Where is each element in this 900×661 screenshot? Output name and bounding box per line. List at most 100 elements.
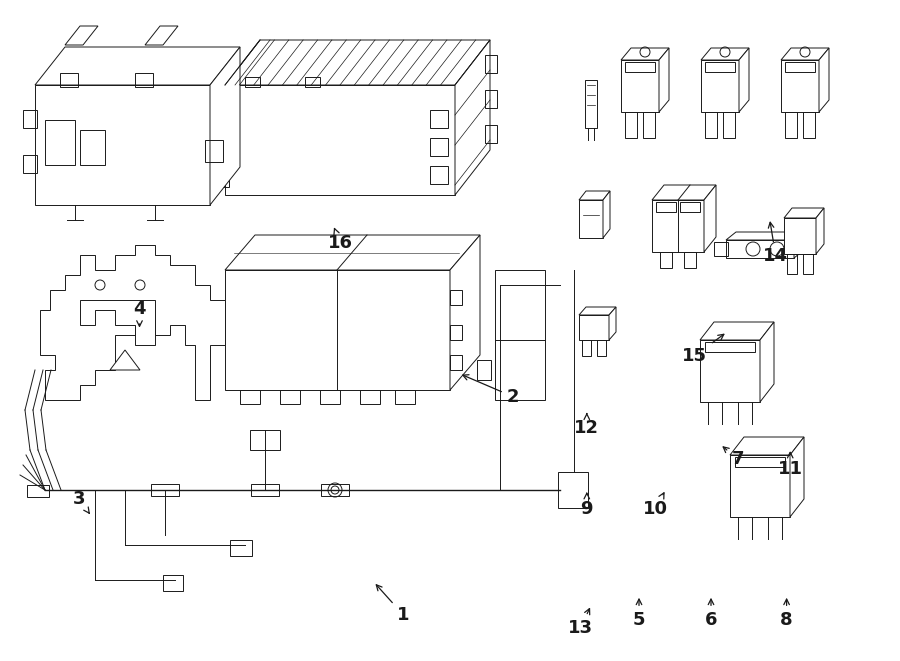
Text: 15: 15 <box>682 334 724 365</box>
Text: 13: 13 <box>568 609 593 637</box>
Bar <box>785 62 815 72</box>
Polygon shape <box>609 307 616 340</box>
Polygon shape <box>730 437 804 455</box>
Text: 3: 3 <box>73 490 89 514</box>
Bar <box>582 340 591 356</box>
Bar <box>656 202 676 212</box>
Bar <box>251 484 279 496</box>
Bar <box>785 112 797 138</box>
Polygon shape <box>65 26 98 45</box>
Polygon shape <box>659 48 669 112</box>
Polygon shape <box>621 48 669 60</box>
Bar <box>787 254 797 274</box>
Bar <box>705 62 735 72</box>
Bar <box>45 120 75 165</box>
Polygon shape <box>781 48 829 60</box>
Polygon shape <box>579 191 610 200</box>
Bar <box>280 390 300 404</box>
Polygon shape <box>80 300 155 345</box>
Bar <box>803 254 813 274</box>
Bar <box>735 457 785 467</box>
Polygon shape <box>225 270 450 390</box>
Polygon shape <box>603 191 610 238</box>
Bar <box>625 62 655 72</box>
Polygon shape <box>579 307 616 315</box>
Bar <box>485 90 497 108</box>
Text: 1: 1 <box>376 585 410 624</box>
Polygon shape <box>726 232 804 240</box>
Bar <box>163 575 183 591</box>
Bar <box>495 270 545 400</box>
Polygon shape <box>701 48 749 60</box>
Bar <box>450 325 462 340</box>
Bar <box>305 77 320 87</box>
Polygon shape <box>35 85 210 205</box>
Polygon shape <box>760 322 774 402</box>
Polygon shape <box>225 85 455 195</box>
Polygon shape <box>816 208 824 254</box>
Bar <box>23 110 37 128</box>
Bar <box>320 390 340 404</box>
Text: 2: 2 <box>463 375 519 406</box>
Bar <box>597 340 606 356</box>
Polygon shape <box>579 315 609 340</box>
Bar <box>230 540 252 556</box>
Circle shape <box>331 486 339 494</box>
Polygon shape <box>579 200 603 238</box>
Bar <box>151 484 179 496</box>
Polygon shape <box>225 235 480 270</box>
Polygon shape <box>726 240 794 258</box>
Bar <box>485 125 497 143</box>
Bar <box>714 242 728 256</box>
Bar <box>803 112 815 138</box>
Polygon shape <box>652 185 716 200</box>
Polygon shape <box>794 232 804 258</box>
Bar <box>643 112 655 138</box>
Polygon shape <box>450 235 480 390</box>
Bar <box>205 140 223 162</box>
Bar <box>558 472 588 508</box>
Polygon shape <box>40 245 225 400</box>
Bar <box>60 73 78 87</box>
Bar <box>240 390 260 404</box>
Text: 6: 6 <box>705 599 717 629</box>
Bar <box>802 234 816 248</box>
Bar <box>485 55 497 73</box>
Text: 14: 14 <box>763 222 788 266</box>
Text: 11: 11 <box>778 452 803 479</box>
Bar <box>135 73 153 87</box>
Polygon shape <box>110 350 140 370</box>
Polygon shape <box>621 60 659 112</box>
Text: 5: 5 <box>633 599 645 629</box>
Polygon shape <box>781 60 819 112</box>
Polygon shape <box>790 437 804 517</box>
Bar <box>80 130 105 165</box>
Bar <box>585 80 597 128</box>
Text: 4: 4 <box>133 300 146 327</box>
Bar <box>321 484 349 496</box>
Bar <box>245 77 260 87</box>
Polygon shape <box>739 48 749 112</box>
Bar <box>625 112 637 138</box>
Polygon shape <box>701 60 739 112</box>
Polygon shape <box>225 40 490 85</box>
Bar <box>23 155 37 173</box>
Polygon shape <box>704 185 716 252</box>
Bar <box>477 360 491 380</box>
Bar <box>217 95 227 113</box>
Bar <box>395 390 415 404</box>
Bar <box>705 342 755 352</box>
Polygon shape <box>819 48 829 112</box>
Bar <box>430 138 448 156</box>
Polygon shape <box>784 218 816 254</box>
Bar <box>660 252 672 268</box>
Bar <box>680 202 700 212</box>
Bar <box>430 166 448 184</box>
Polygon shape <box>455 40 490 195</box>
Bar <box>27 485 49 497</box>
Bar <box>250 430 280 450</box>
Polygon shape <box>784 208 824 218</box>
Bar <box>450 290 462 305</box>
Bar <box>723 112 735 138</box>
Polygon shape <box>700 322 774 340</box>
